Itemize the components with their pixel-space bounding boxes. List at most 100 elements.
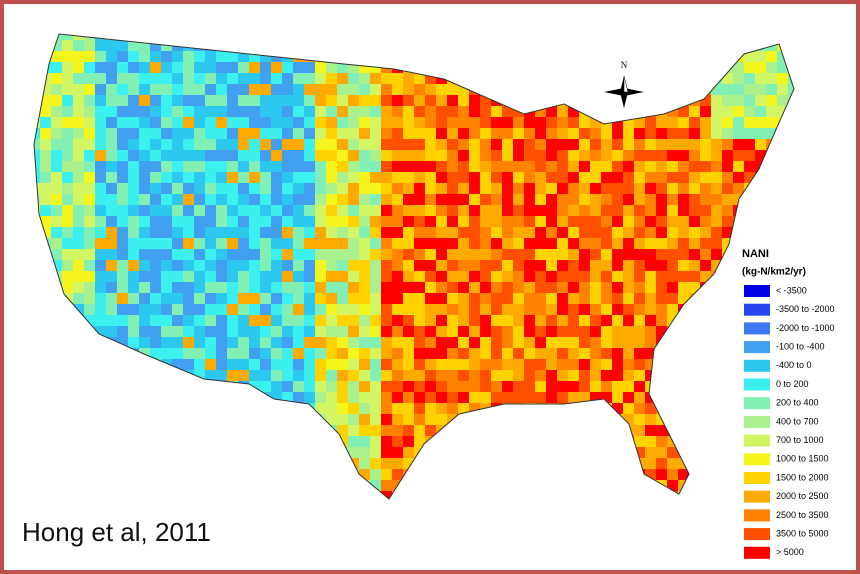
map-cell [579, 304, 591, 316]
map-cell [62, 447, 74, 459]
map-cell [645, 425, 657, 437]
map-cell [183, 480, 195, 492]
map-cell [799, 161, 811, 173]
map-cell [645, 139, 657, 151]
map-cell [73, 359, 85, 371]
legend-swatch [744, 453, 770, 466]
map-cell [139, 227, 151, 239]
map-cell [414, 84, 426, 96]
map-cell [458, 370, 470, 382]
map-cell [414, 392, 426, 404]
map-cell [678, 40, 690, 52]
map-cell [535, 194, 547, 206]
map-cell [579, 62, 591, 74]
map-cell [62, 51, 74, 63]
map-cell [403, 458, 415, 470]
map-cell [656, 403, 668, 415]
map-cell [612, 469, 624, 481]
map-cell [447, 194, 459, 206]
map-cell [150, 458, 162, 470]
map-cell [700, 249, 712, 261]
map-cell [359, 84, 371, 96]
map-cell [623, 282, 635, 294]
map-cell [117, 381, 129, 393]
map-cell [359, 128, 371, 140]
map-cell [535, 293, 547, 305]
map-cell [436, 436, 448, 448]
map-cell [777, 194, 789, 206]
map-cell [271, 238, 283, 250]
map-cell [645, 95, 657, 107]
map-cell [216, 337, 228, 349]
map-cell [667, 480, 679, 492]
map-cell [95, 271, 107, 283]
map-cell [480, 194, 492, 206]
map-cell [117, 480, 129, 492]
map-cell [359, 337, 371, 349]
map-cell [359, 447, 371, 459]
map-cell [722, 414, 734, 426]
map-cell [73, 348, 85, 360]
map-cell [568, 84, 580, 96]
map-cell [128, 337, 140, 349]
map-cell [150, 436, 162, 448]
map-cell [271, 315, 283, 327]
map-cell [689, 392, 701, 404]
map-cell [535, 337, 547, 349]
map-cell [414, 436, 426, 448]
map-cell [359, 106, 371, 118]
map-cell [711, 480, 723, 492]
map-cell [700, 436, 712, 448]
map-cell [62, 183, 74, 195]
map-cell [128, 414, 140, 426]
map-cell [700, 304, 712, 316]
map-cell [40, 34, 52, 41]
map-cell [524, 304, 536, 316]
map-cell [689, 271, 701, 283]
map-cell [128, 139, 140, 151]
map-cell [34, 403, 41, 415]
map-cell [381, 249, 393, 261]
map-cell [183, 34, 195, 41]
legend-label: 200 to 400 [776, 398, 819, 408]
map-cell [337, 62, 349, 74]
map-cell [546, 403, 558, 415]
map-cell [183, 51, 195, 63]
map-cell [788, 117, 794, 129]
map-cell [249, 436, 261, 448]
map-cell [436, 172, 448, 184]
map-cell [579, 194, 591, 206]
map-cell [502, 425, 514, 437]
map-cell [381, 183, 393, 195]
map-cell [216, 150, 228, 162]
map-cell [524, 425, 536, 437]
map-cell [447, 458, 459, 470]
map-cell [34, 458, 41, 470]
map-cell [62, 40, 74, 52]
map-cell [678, 117, 690, 129]
map-cell [469, 106, 481, 118]
map-cell [128, 304, 140, 316]
map-cell [337, 95, 349, 107]
map-cell [73, 40, 85, 52]
map-cell [172, 183, 184, 195]
map-cell [612, 480, 624, 492]
map-cell [161, 469, 173, 481]
map-cell [491, 392, 503, 404]
map-cell [183, 348, 195, 360]
map-cell [282, 62, 294, 74]
map-cell [546, 106, 558, 118]
map-cell [139, 491, 151, 499]
map-cell [51, 34, 63, 41]
map-cell [282, 458, 294, 470]
map-cell [51, 370, 63, 382]
map-cell [227, 40, 239, 52]
map-cell [194, 238, 206, 250]
map-cell [425, 227, 437, 239]
map-cell [711, 172, 723, 184]
map-cell [139, 84, 151, 96]
map-cell [722, 260, 734, 272]
map-cell [667, 194, 679, 206]
map-cell [480, 359, 492, 371]
map-cell [216, 161, 228, 173]
